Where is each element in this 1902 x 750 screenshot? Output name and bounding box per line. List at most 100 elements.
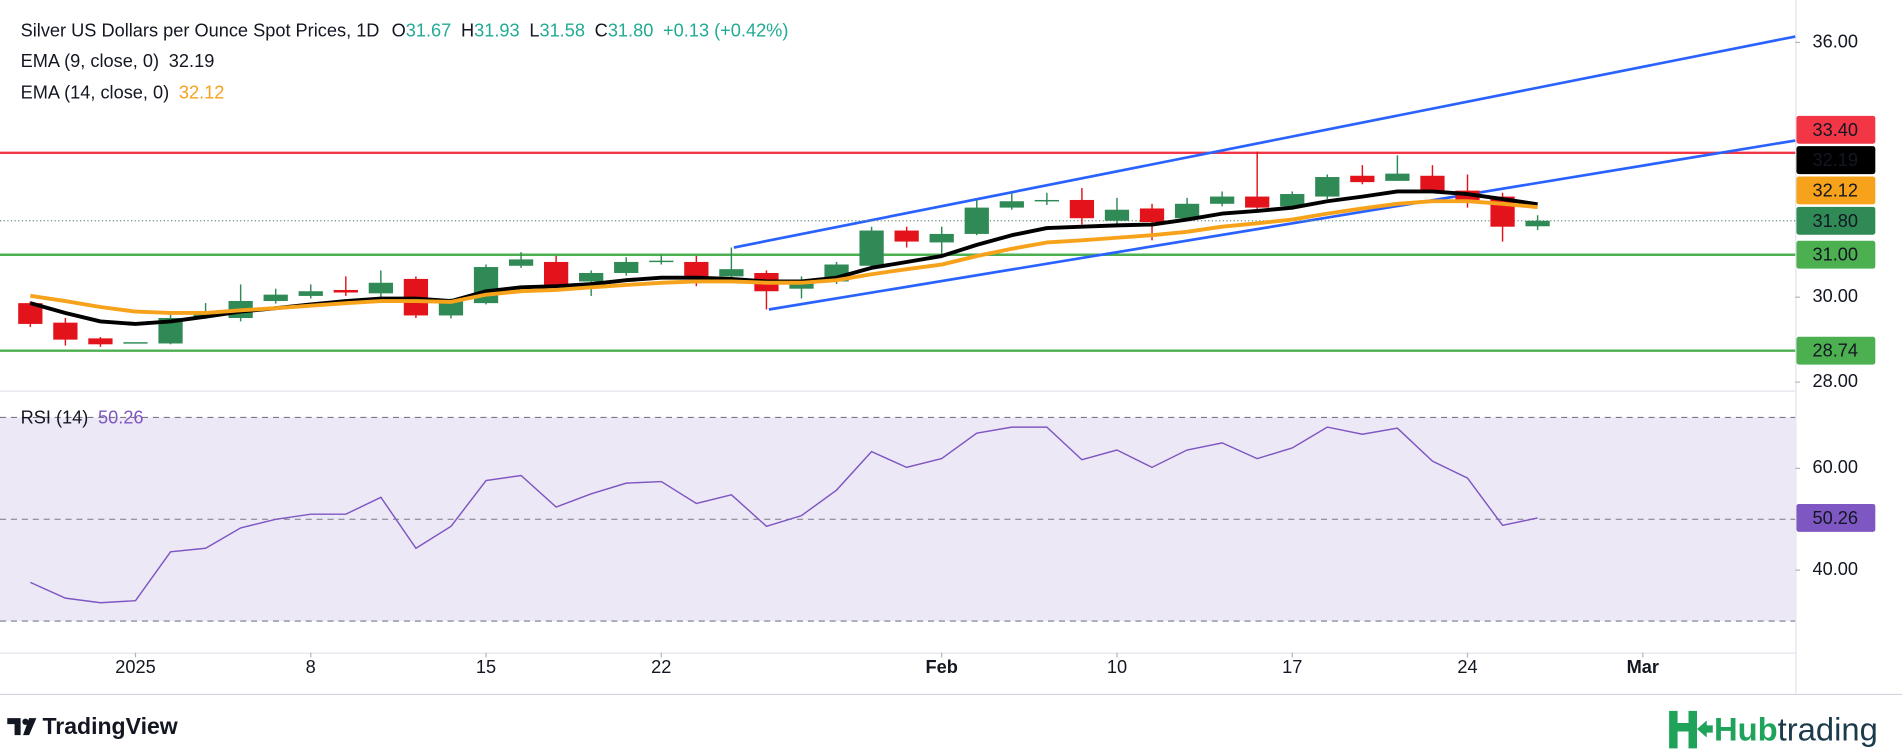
x-tick-label: Feb: [926, 657, 958, 677]
candle-body: [1385, 173, 1410, 181]
candle-body: [368, 282, 393, 294]
candle-body: [1139, 208, 1165, 223]
candle-body: [964, 207, 989, 234]
x-tick-label: 24: [1457, 657, 1477, 677]
ohlc-value: 31.67: [406, 20, 452, 40]
candle-body: [684, 261, 709, 277]
x-tick-label: 17: [1282, 657, 1302, 677]
last-price-label: 31.80: [1813, 211, 1859, 231]
x-tick-label: 8: [306, 657, 316, 677]
candle-body: [1420, 175, 1445, 191]
candle-body: [579, 272, 604, 282]
level-label-box: [1796, 336, 1876, 365]
ohlc-key: O: [392, 20, 406, 40]
candle-body: [1069, 199, 1095, 219]
ema-value-label-box: [1796, 176, 1876, 205]
candle-body: [508, 259, 534, 266]
candle-body: [18, 303, 43, 324]
candle-body: [1104, 209, 1130, 221]
candle-body: [298, 291, 323, 296]
y-tick-label: 28.00: [1813, 371, 1859, 391]
candle-body: [1174, 203, 1200, 219]
legend-name: EMA (14, close, 0): [21, 82, 170, 102]
candle-body: [263, 294, 288, 302]
candle-body: [333, 289, 358, 293]
level-label: 31.00: [1813, 245, 1859, 265]
candle-body: [1350, 175, 1375, 183]
y-tick-label: 36.00: [1813, 31, 1859, 51]
candle-body: [929, 233, 954, 243]
last-price-label-box: [1796, 206, 1876, 235]
ema-value-label: 32.19: [1813, 150, 1859, 170]
candle-body: [1245, 196, 1270, 208]
level-label-box: [1796, 115, 1876, 144]
ema-value-label: 32.12: [1813, 180, 1859, 200]
x-tick-label: 15: [476, 657, 496, 677]
ema-line: [30, 199, 1538, 315]
ema14-legend: EMA (14, close, 0) 32.12: [21, 82, 225, 102]
candle-body: [614, 261, 639, 273]
tradingview-icon-dot: [22, 718, 29, 725]
ohlc-value: 31.80: [608, 20, 654, 40]
candle-body: [1525, 220, 1550, 227]
hubtrading-arrow: [1697, 720, 1713, 738]
rsi-legend: RSI (14) 50.26: [21, 407, 144, 427]
y-tick-label: 60.00: [1813, 457, 1859, 477]
candle-body: [1210, 196, 1235, 204]
ema-value-label-box: [1796, 146, 1876, 175]
candle-body: [1280, 194, 1305, 207]
candle-body: [53, 322, 78, 340]
tradingview-text: TradingView: [42, 713, 177, 739]
y-tick-label: 40.00: [1813, 559, 1859, 579]
x-tick-label: 2025: [115, 657, 155, 677]
hubtrading-text: Hubtrading: [1714, 710, 1878, 747]
hubtrading-part: Hub: [1714, 710, 1778, 747]
hubtrading-logo: Hubtrading: [1669, 710, 1878, 749]
header-line: Silver US Dollars per Ounce Spot Prices,…: [21, 20, 789, 40]
ohlc-value: 31.93: [474, 20, 520, 40]
candle-body: [1034, 199, 1059, 202]
trend-line: [768, 139, 1796, 311]
price-change: +0.13 (+0.42%): [663, 20, 788, 40]
hubtrading-part: trading: [1778, 710, 1878, 747]
hubtrading-icon: [1669, 710, 1698, 749]
ema9-legend: EMA (9, close, 0) 32.19: [21, 51, 215, 71]
candle-body: [859, 230, 884, 266]
tradingview-logo: TradingView: [7, 713, 178, 739]
level-label-box: [1796, 240, 1876, 269]
x-tick-label: Mar: [1627, 657, 1659, 677]
candle-body: [88, 338, 113, 345]
label-layer: 28.00 30.00 36.00 28.74 31.00 31.80 32.12 32.19…: [115, 31, 1876, 677]
ohlc-value: 31.58: [539, 20, 585, 40]
legend-name: EMA (9, close, 0): [21, 51, 159, 71]
legend-value: 32.12: [179, 82, 225, 102]
chart-title: Silver US Dollars per Ounce Spot Prices,…: [21, 20, 380, 40]
candle-body: [999, 201, 1024, 208]
rsi-line: [30, 426, 1538, 604]
x-tick-label: 22: [651, 657, 671, 677]
candle-body: [894, 230, 919, 242]
candle-body: [719, 269, 744, 277]
ohlc-key: C: [595, 20, 608, 40]
plot-layer: [18, 151, 1550, 604]
ohlc-key: L: [529, 20, 539, 40]
ohlc-key: H: [461, 20, 474, 40]
candle-body: [543, 261, 569, 285]
legend-name: RSI (14): [21, 407, 89, 427]
candle-body: [438, 301, 464, 316]
level-label: 33.40: [1813, 120, 1859, 140]
rsi-value-label: 50.26: [1813, 508, 1859, 528]
candle-body: [123, 342, 148, 344]
rsi-value-label-box: [1796, 503, 1876, 532]
candle-body: [1315, 177, 1340, 197]
candle-body: [649, 260, 674, 263]
x-tick-label: 10: [1107, 657, 1127, 677]
level-label: 28.74: [1813, 341, 1859, 361]
trend-line: [733, 35, 1796, 249]
legend-value: 32.19: [169, 51, 215, 71]
y-tick-label: 30.00: [1813, 286, 1859, 306]
legend-value: 50.26: [98, 407, 144, 427]
